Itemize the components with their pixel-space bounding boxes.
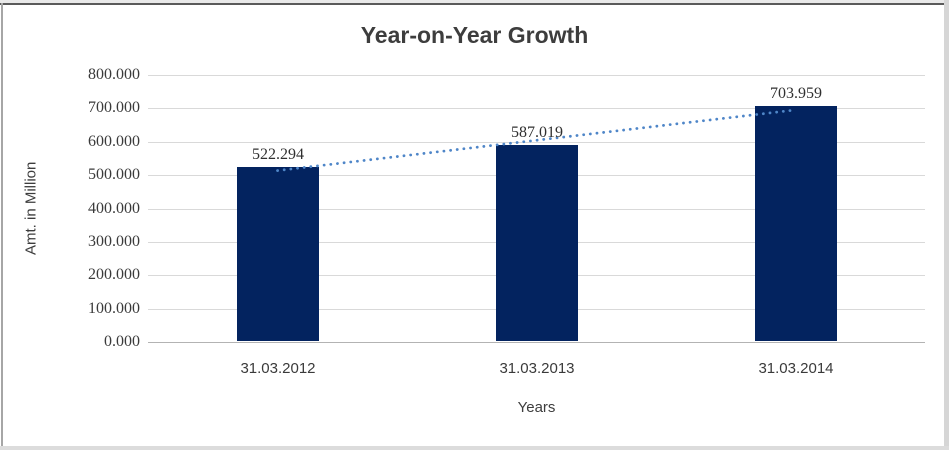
y-tick-label: 800.000 xyxy=(88,66,140,83)
x-tick-label: 31.03.2013 xyxy=(499,360,575,377)
y-tick-label: 100.000 xyxy=(88,300,140,317)
x-tick-label: 31.03.2012 xyxy=(240,360,316,377)
y-tick-label: 600.000 xyxy=(88,133,140,150)
frame-border-top-line xyxy=(0,3,949,5)
chart-title: Year-on-Year Growth xyxy=(360,22,589,48)
plot-area xyxy=(148,75,925,343)
x-axis-line xyxy=(148,342,925,343)
bar xyxy=(237,167,319,341)
x-axis-title: Years xyxy=(517,399,556,416)
bar-value-label: 703.959 xyxy=(770,85,822,102)
x-tick-label: 31.03.2014 xyxy=(758,360,834,377)
gridline xyxy=(148,75,925,76)
y-tick-label: 400.000 xyxy=(88,200,140,217)
bar-value-label: 587.019 xyxy=(511,124,563,141)
y-tick-label: 700.000 xyxy=(88,99,140,116)
trendline-dotted xyxy=(276,108,797,172)
bar-value-label: 522.294 xyxy=(252,146,304,163)
gridline xyxy=(148,108,925,109)
frame-border-right xyxy=(944,0,949,450)
frame-border-left xyxy=(1,3,3,450)
frame-border-top xyxy=(0,0,949,3)
y-tick-label: 300.000 xyxy=(88,233,140,250)
y-tick-label: 0.000 xyxy=(104,333,140,350)
bar xyxy=(496,145,578,341)
frame-border-bottom xyxy=(0,446,949,450)
y-tick-label: 200.000 xyxy=(88,266,140,283)
y-tick-label: 500.000 xyxy=(88,166,140,183)
bar xyxy=(755,106,837,341)
gridline xyxy=(148,142,925,143)
